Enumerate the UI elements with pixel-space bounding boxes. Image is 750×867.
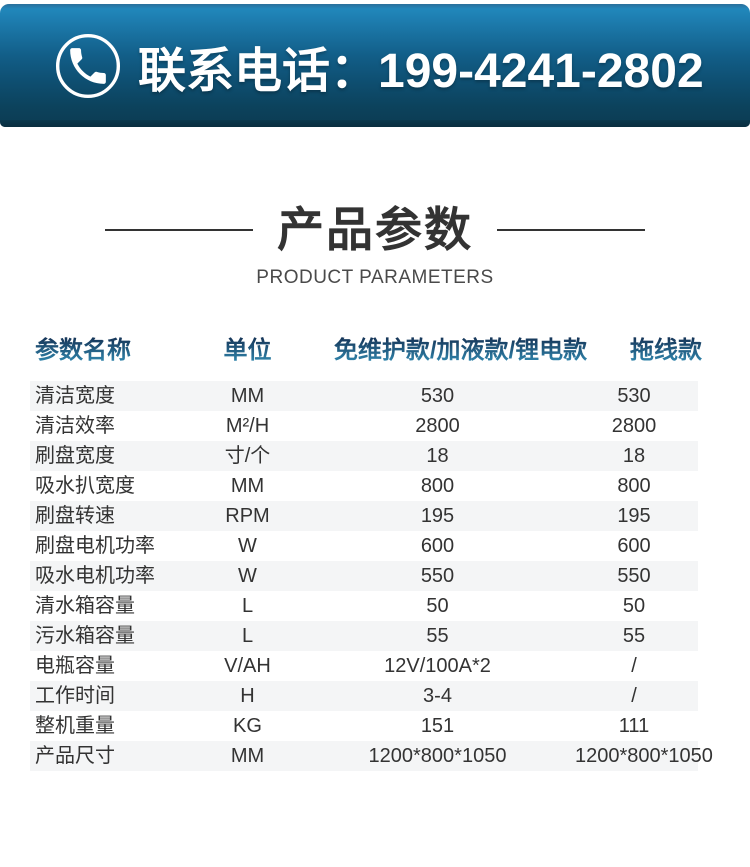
cell-unit: M²/H	[225, 415, 270, 438]
cell-parameter-name: 刷盘转速	[35, 505, 115, 528]
cell-battery-models-value: 800	[420, 475, 455, 498]
cell-battery-models-value: 50	[426, 595, 449, 618]
cell-battery-models-value: 3-4	[423, 685, 452, 708]
cell-corded-model-value: 18	[622, 445, 646, 468]
cell-battery-models-value: 12V/100A*2	[384, 655, 491, 678]
page-subtitle: PRODUCT PARAMETERS	[256, 267, 494, 289]
cell-battery-models-value: 550	[420, 565, 455, 588]
table-row: 污水箱容量 L 55 55	[30, 621, 698, 652]
table-row: 刷盘宽度 寸/个 18 18	[30, 441, 698, 472]
phone-number: 199-4241-2802	[378, 44, 704, 98]
cell-battery-models-value: 195	[420, 505, 455, 528]
cell-unit: MM	[230, 475, 265, 498]
cell-battery-models-value: 600	[420, 535, 455, 558]
table-body: 清洁宽度 MM 530 530 清洁效率 M²/H 2800 2800 刷盘宽度…	[30, 381, 713, 772]
table-row: 刷盘电机功率 W 600 600	[30, 531, 698, 561]
cell-unit: KG	[233, 715, 262, 738]
cell-battery-models-value: 2800	[415, 415, 460, 438]
cell-corded-model-value: 550	[617, 565, 651, 588]
cell-parameter-name: 刷盘电机功率	[35, 535, 155, 558]
cell-corded-model-value: 1200*800*1050	[575, 745, 713, 768]
cell-unit: V/AH	[224, 655, 271, 678]
cell-unit: W	[238, 565, 257, 588]
cell-parameter-name: 清洁效率	[35, 415, 115, 438]
cell-corded-model-value: /	[631, 655, 637, 678]
cell-corded-model-value: 195	[617, 505, 651, 528]
cell-corded-model-value: 111	[618, 715, 650, 738]
table-row: 产品尺寸 MM 1200*800*1050 1200*800*1050	[30, 741, 713, 772]
table-row: 整机重量 KG 151 111	[30, 711, 698, 741]
column-header-unit: 单位	[223, 337, 272, 365]
table-header-row: 参数名称 单位 免维护款/加液款/锂电款 拖线款	[30, 331, 702, 371]
cell-corded-model-value: 2800	[611, 415, 657, 438]
cell-corded-model-value: /	[631, 685, 637, 708]
cell-parameter-name: 污水箱容量	[35, 625, 135, 648]
cell-parameter-name: 刷盘宽度	[35, 445, 115, 468]
cell-corded-model-value: 530	[617, 385, 651, 408]
cell-unit: RPM	[225, 505, 270, 528]
cell-parameter-name: 工作时间	[35, 685, 115, 708]
cell-parameter-name: 产品尺寸	[35, 745, 115, 768]
cell-parameter-name: 电瓶容量	[35, 655, 115, 678]
column-header-battery-models: 免维护款/加液款/锂电款	[333, 337, 588, 365]
column-header-parameter-name: 参数名称	[35, 337, 131, 365]
table-row: 电瓶容量 V/AH 12V/100A*2 /	[30, 651, 698, 681]
phone-icon	[55, 33, 121, 98]
cell-unit: MM	[230, 745, 265, 768]
cell-parameter-name: 吸水电机功率	[35, 565, 155, 588]
cell-battery-models-value: 530	[420, 385, 455, 408]
table-row: 清水箱容量 L 50 50	[30, 591, 698, 621]
cell-battery-models-value: 55	[426, 625, 449, 648]
table-row: 刷盘转速 RPM 195 195	[30, 501, 698, 532]
cell-unit: MM	[230, 385, 265, 408]
banner-bottom-edge	[0, 120, 750, 127]
cell-unit: W	[238, 535, 257, 558]
page-title: 产品参数	[277, 203, 473, 256]
column-header-corded-model: 拖线款	[630, 337, 702, 365]
table-row: 清洁宽度 MM 530 530	[30, 381, 698, 412]
title-right-rule	[497, 229, 645, 232]
table-row: 吸水扒宽度 MM 800 800	[30, 471, 698, 501]
cell-battery-models-value: 18	[426, 445, 449, 468]
contact-banner: 联系电话：199-4241-2802	[0, 4, 750, 127]
phone-label: 联系电话：	[138, 44, 379, 98]
cell-corded-model-value: 600	[617, 535, 651, 558]
cell-battery-models-value: 1200*800*1050	[368, 745, 507, 768]
cell-corded-model-value: 800	[617, 475, 651, 498]
table-row: 清洁效率 M²/H 2800 2800	[30, 411, 698, 441]
contact-phone-text: 联系电话：199-4241-2802	[138, 31, 704, 101]
cell-parameter-name: 清水箱容量	[35, 595, 135, 618]
cell-unit: L	[241, 595, 254, 618]
cell-battery-models-value: 151	[420, 715, 455, 738]
cell-parameter-name: 吸水扒宽度	[35, 475, 135, 498]
cell-unit: H	[240, 685, 255, 708]
cell-unit: 寸/个	[224, 445, 271, 468]
cell-parameter-name: 整机重量	[35, 715, 115, 738]
cell-corded-model-value: 50	[622, 595, 646, 618]
title-left-rule	[105, 229, 253, 232]
section-title-block: 产品参数 PRODUCT PARAMETERS	[0, 203, 750, 289]
cell-parameter-name: 清洁宽度	[35, 385, 115, 408]
product-parameters-table: 参数名称 单位 免维护款/加液款/锂电款 拖线款 清洁宽度 MM 530 530…	[30, 331, 713, 772]
table-row: 工作时间 H 3-4 /	[30, 681, 698, 712]
table-row: 吸水电机功率 W 550 550	[30, 561, 698, 592]
cell-unit: L	[241, 625, 254, 648]
cell-corded-model-value: 55	[622, 625, 646, 648]
